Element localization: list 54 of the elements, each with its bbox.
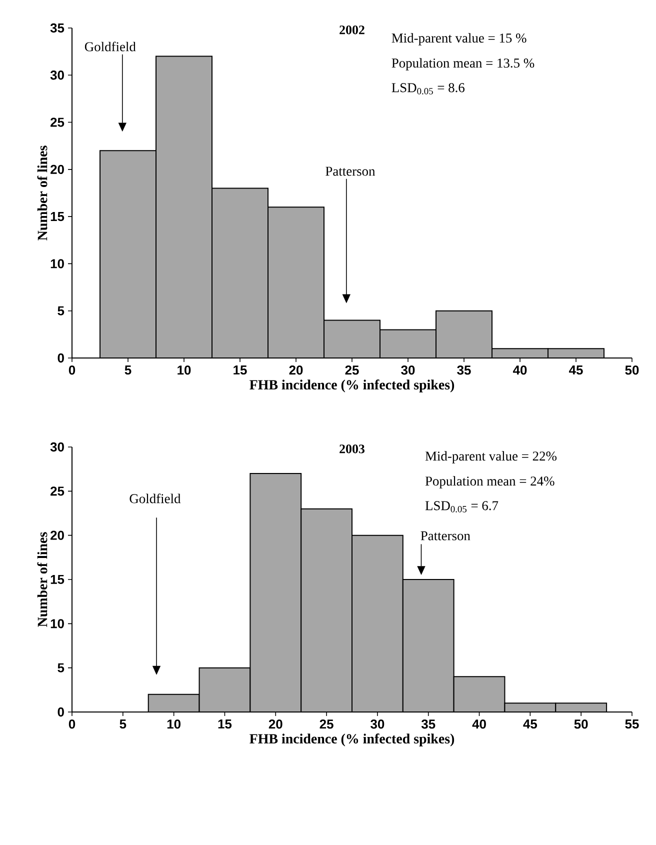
y-tick-label: 10 <box>50 259 64 268</box>
x-tick-label: 45 <box>569 366 583 375</box>
x-tick-label: 50 <box>574 720 588 729</box>
annotation: Population mean = 13.5 % <box>392 58 534 70</box>
annotation: Patterson <box>326 166 376 176</box>
x-tick-label: 20 <box>268 720 282 729</box>
x-tick-label: 15 <box>234 366 247 375</box>
x-tick-label: 0 <box>68 720 76 729</box>
y-tick-label: 15 <box>50 574 64 584</box>
x-tick-label: 55 <box>625 720 639 729</box>
chart-title: 2003 <box>340 444 365 454</box>
x-tick-label: 0 <box>68 366 76 375</box>
y-tick-label: 0 <box>58 707 64 717</box>
x-tick-label: 45 <box>523 720 538 729</box>
y-tick-label: 35 <box>50 23 64 33</box>
x-tick-label: 35 <box>421 720 436 729</box>
y-tick-label: 20 <box>50 530 64 540</box>
y-tick-label: 0 <box>58 353 64 363</box>
x-tick-label: 40 <box>513 366 527 375</box>
annotation: Goldfield <box>84 42 136 52</box>
annotation: Patterson <box>420 531 470 540</box>
y-tick-label: 5 <box>58 306 64 316</box>
x-tick-label: 35 <box>457 366 471 375</box>
annotation: Population mean = 24% <box>425 476 554 488</box>
x-tick-label: 25 <box>345 366 359 375</box>
x-tick-label: 10 <box>178 366 191 375</box>
y-tick-label: 25 <box>50 118 64 127</box>
y-tick-label: 20 <box>50 164 64 174</box>
x-axis-title: FHB incidence (% infected spikes) <box>250 734 454 746</box>
x-tick-label: 30 <box>370 720 384 729</box>
y-tick-label: 30 <box>50 70 64 80</box>
y-axis-title: Number of lines <box>37 146 48 240</box>
x-tick-label: 10 <box>167 720 180 729</box>
x-tick-label: 40 <box>472 720 486 729</box>
y-tick-label: 5 <box>58 663 64 672</box>
annotation: Mid-parent value = 15 % <box>392 33 526 46</box>
x-tick-label: 5 <box>124 366 132 375</box>
x-tick-label: 25 <box>320 720 334 729</box>
x-tick-label: 15 <box>218 720 232 729</box>
y-tick-label: 25 <box>50 486 64 496</box>
x-tick-label: 50 <box>625 366 639 375</box>
annotation: LSD$_{0.05}$ = 6.7 <box>425 501 498 512</box>
y-axis-title: Number of lines <box>37 532 48 627</box>
x-axis-title: FHB incidence (% infected spikes) <box>250 380 454 392</box>
annotation: Goldfield <box>130 494 181 504</box>
chart-title: 2002 <box>340 26 364 34</box>
x-tick-label: 30 <box>401 366 415 375</box>
y-tick-label: 10 <box>50 619 64 628</box>
y-tick-label: 30 <box>50 442 64 452</box>
annotation: LSD$_{0.05}$ = 8.6 <box>392 83 464 94</box>
annotation: Mid-parent value = 22% <box>425 451 557 464</box>
y-tick-label: 15 <box>50 212 64 222</box>
x-tick-label: 20 <box>289 366 303 375</box>
x-tick-label: 5 <box>120 720 126 729</box>
